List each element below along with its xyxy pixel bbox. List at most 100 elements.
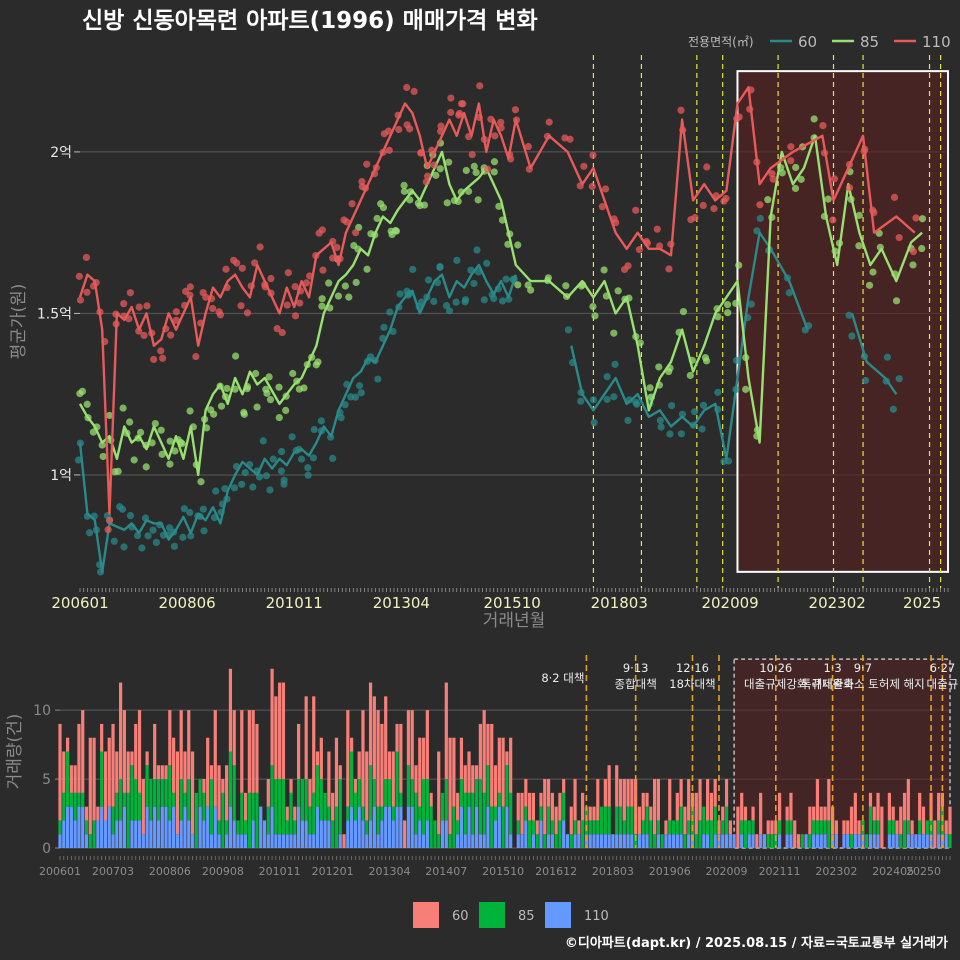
scatter-point-60 — [297, 455, 306, 463]
volume-bar-110 — [168, 820, 172, 848]
volume-bar-110 — [724, 834, 729, 848]
volume-bar-110 — [179, 820, 183, 848]
volume-bar-60 — [304, 696, 308, 780]
volume-bar-85 — [217, 820, 221, 835]
scatter-point-85 — [490, 158, 499, 166]
bar-y-tick-label: 10 — [33, 703, 51, 719]
volume-bar-110 — [815, 834, 820, 848]
volume-bar-60 — [902, 792, 907, 821]
volume-bar-85 — [243, 820, 248, 835]
scatter-point-60 — [179, 533, 187, 541]
volume-bar-85 — [77, 792, 81, 807]
volume-bar-85 — [789, 820, 793, 835]
volume-bar-60 — [130, 751, 134, 766]
scatter-point-110 — [455, 111, 463, 119]
scatter-point-60 — [677, 430, 686, 438]
volume-bar-60 — [724, 779, 729, 807]
volume-bar-85 — [130, 765, 134, 821]
scatter-point-110 — [845, 184, 854, 192]
volume-bar-60 — [243, 792, 248, 821]
policy-annotation: 대출규 — [927, 677, 959, 691]
volume-bar-110 — [327, 820, 331, 848]
volume-bar-110 — [524, 820, 528, 848]
volume-bar-110 — [887, 834, 892, 848]
scatter-point-85 — [232, 352, 240, 360]
scatter-point-60 — [241, 468, 249, 477]
volume-bar-110 — [232, 820, 236, 848]
volume-bar-85 — [62, 792, 66, 821]
scatter-point-110 — [329, 254, 337, 262]
volume-bar-85 — [937, 820, 941, 835]
scatter-point-110 — [895, 233, 903, 242]
volume-bar-60 — [240, 710, 244, 793]
y-tick-label: 1억 — [50, 468, 72, 484]
volume-bar-110 — [77, 806, 81, 848]
volume-bar-85 — [270, 765, 274, 807]
volume-bar-60 — [168, 710, 172, 766]
scatter-point-85 — [119, 404, 127, 412]
volume-bar-60 — [285, 806, 289, 821]
scatter-point-85 — [797, 175, 805, 183]
scatter-point-85 — [130, 456, 138, 464]
volume-bar-110 — [111, 834, 115, 848]
volume-bar-85 — [618, 806, 623, 835]
scatter-point-110 — [511, 106, 520, 114]
scatter-point-85 — [472, 168, 480, 177]
scatter-point-60 — [317, 417, 325, 425]
scatter-point-60 — [473, 246, 481, 254]
scatter-point-60 — [610, 393, 618, 401]
volume-bar-85 — [649, 820, 653, 848]
volume-bar-85 — [425, 779, 429, 821]
volume-bar-85 — [73, 792, 77, 821]
scatter-point-110 — [635, 245, 643, 254]
scatter-point-110 — [699, 201, 707, 209]
scatter-point-60 — [656, 416, 665, 425]
volume-bar-60 — [278, 682, 282, 780]
scatter-point-110 — [296, 299, 304, 307]
volume-bar-110 — [278, 834, 282, 848]
x-tick-label: 201803 — [591, 594, 648, 612]
scatter-point-85 — [400, 181, 408, 189]
volume-bar-110 — [122, 806, 126, 848]
volume-legend-label-85: 85 — [518, 909, 535, 924]
volume-bar-85 — [421, 779, 426, 835]
volume-bar-60 — [607, 765, 611, 807]
scatter-point-60 — [347, 393, 355, 401]
scatter-point-60 — [329, 454, 337, 463]
bar-x-tick-label: 202302 — [815, 865, 857, 878]
volume-bar-110 — [687, 834, 691, 848]
volume-bar-85 — [747, 820, 751, 835]
scatter-point-60 — [357, 389, 365, 397]
volume-bar-85 — [573, 820, 577, 835]
volume-bar-110 — [444, 820, 448, 848]
volume-bar-85 — [709, 820, 714, 848]
scatter-point-110 — [830, 175, 839, 183]
volume-bar-85 — [668, 820, 672, 835]
volume-bar-85 — [69, 792, 73, 807]
volume-bar-110 — [918, 834, 922, 848]
scatter-point-110 — [459, 100, 467, 108]
volume-bar-85 — [65, 751, 70, 807]
volume-bar-85 — [675, 820, 679, 835]
volume-bar-85 — [361, 806, 365, 821]
scatter-point-110 — [363, 160, 371, 168]
volume-bar-85 — [528, 820, 532, 848]
volume-bar-85 — [365, 820, 369, 835]
volume-bar-110 — [183, 806, 187, 848]
scatter-point-60 — [149, 526, 157, 534]
volume-bar-110 — [266, 834, 270, 848]
volume-bar-60 — [728, 820, 732, 835]
volume-bar-60 — [270, 668, 274, 766]
x-tick-label: 200806 — [158, 594, 215, 612]
volume-bar-85 — [281, 779, 286, 835]
series-line-85 — [78, 134, 923, 477]
volume-bar-60 — [796, 834, 801, 848]
scatter-point-60 — [409, 265, 417, 274]
bar-y-axis-label: 거래량(건) — [5, 714, 25, 790]
volume-bar-110 — [414, 834, 418, 848]
scatter-point-85 — [166, 460, 174, 468]
volume-bar-110 — [713, 834, 717, 848]
volume-bar-60 — [213, 710, 217, 807]
scatter-point-110 — [358, 177, 366, 186]
volume-bar-85 — [433, 820, 437, 848]
